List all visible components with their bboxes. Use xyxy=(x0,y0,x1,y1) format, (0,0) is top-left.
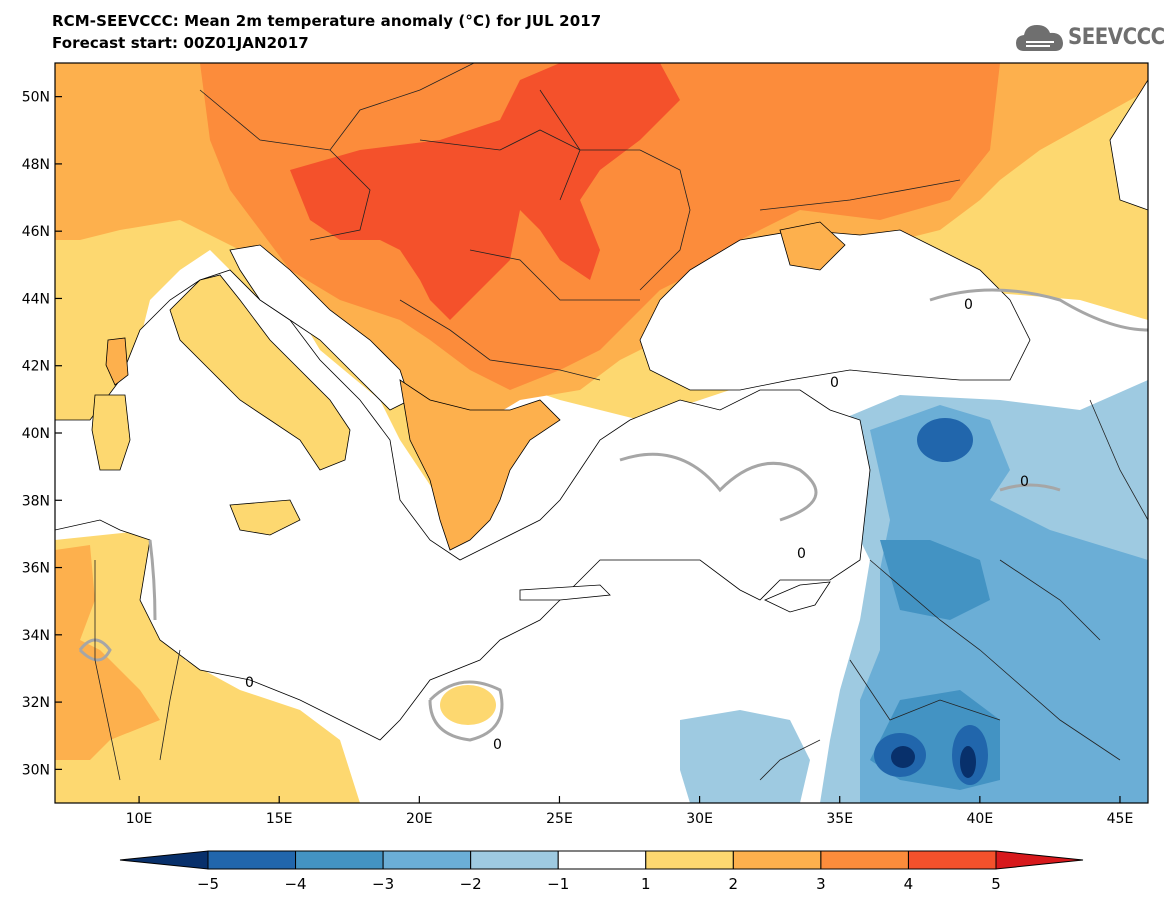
lat-tick-label: 38N xyxy=(22,493,50,509)
anomaly-band-plus4 xyxy=(290,63,680,320)
crimea-land xyxy=(779,221,846,271)
latitude-axis: 50N 48N 46N 44N 42N 40N 38N 36N 34N 32N 30N xyxy=(22,90,62,778)
colorbar-segment xyxy=(470,850,559,870)
cloud-icon xyxy=(1016,25,1063,51)
zero-contour-layer xyxy=(78,288,1148,742)
colorbar-extend-high xyxy=(995,850,1084,870)
anomaly-patch-libya xyxy=(440,685,496,725)
anomaly-patch-minus5-b xyxy=(960,746,976,778)
lon-tick-label: 10E xyxy=(126,811,153,827)
caspian-sea xyxy=(1109,79,1148,211)
zero-contour-labels: 0 0 0 0 0 0 xyxy=(245,297,1029,753)
colorbar-label: 3 xyxy=(816,875,826,893)
adriatic-sea xyxy=(229,244,411,411)
colorbar-extend-low xyxy=(119,850,209,870)
longitude-axis: 10E 15E 20E 25E 30E 35E 40E 45E xyxy=(126,796,1134,827)
anomaly-fill-layer xyxy=(55,63,1148,803)
colorbar-label: −2 xyxy=(460,875,482,893)
zero-contour-line xyxy=(619,452,818,522)
lat-tick-label: 44N xyxy=(22,291,50,307)
contour-label: 0 xyxy=(964,297,973,313)
lon-tick-label: 30E xyxy=(686,811,713,827)
anomaly-band-egypt xyxy=(680,710,810,803)
anomaly-band-africa xyxy=(55,530,360,803)
lat-tick-label: 48N xyxy=(22,157,50,173)
sardinia-land xyxy=(91,394,131,471)
contour-label: 0 xyxy=(797,546,806,562)
lon-tick-label: 15E xyxy=(266,811,293,827)
cyprus-land xyxy=(764,581,831,613)
lon-tick-label: 40E xyxy=(967,811,994,827)
colorbar-segment xyxy=(820,850,909,870)
contour-label: 0 xyxy=(245,675,254,691)
colorbar-label: 2 xyxy=(729,875,739,893)
zero-contour-line xyxy=(428,680,504,742)
seevccc-logo: SEEVCCC xyxy=(1014,18,1165,58)
colorbar-segment xyxy=(557,850,647,870)
colorbar-segment xyxy=(732,850,822,870)
colorbar-label: −4 xyxy=(284,875,306,893)
contour-label: 0 xyxy=(493,737,502,753)
anomaly-band-plus3 xyxy=(200,63,1000,390)
map-title: RCM-SEEVCCC: Mean 2m temperature anomaly… xyxy=(52,12,602,30)
greece-land xyxy=(399,379,561,551)
colorbar-segment xyxy=(907,850,997,870)
colorbar-segment xyxy=(382,850,472,870)
anomaly-band-africa-2 xyxy=(55,545,160,760)
lat-tick-label: 46N xyxy=(22,224,50,240)
anomaly-patch-minus5-a xyxy=(891,746,915,768)
lat-tick-label: 36N xyxy=(22,561,50,577)
colorbar-label: −3 xyxy=(372,875,394,893)
crete-land xyxy=(519,584,611,601)
logo-text: SEEVCCC xyxy=(1068,25,1165,50)
colorbar-segment xyxy=(295,850,384,870)
zero-contour-line xyxy=(999,483,1061,492)
forecast-start-label: Forecast start: 00Z01JAN2017 xyxy=(52,34,309,52)
colorbar: −5 −4 −3 −2 −1 1 2 3 4 5 xyxy=(119,850,1084,893)
anomaly-patch-minus4-a xyxy=(917,418,973,462)
lon-tick-label: 20E xyxy=(406,811,433,827)
lat-tick-label: 40N xyxy=(22,426,50,442)
lat-tick-label: 30N xyxy=(22,762,50,778)
lon-tick-label: 45E xyxy=(1107,811,1134,827)
colorbar-label: −1 xyxy=(547,875,569,893)
zero-contour-line xyxy=(78,638,112,662)
colorbar-label: −5 xyxy=(197,875,219,893)
zero-contour-line xyxy=(929,288,1148,332)
colorbar-label: 1 xyxy=(641,875,651,893)
contour-label: 0 xyxy=(830,375,839,391)
colorbar-label: 4 xyxy=(904,875,914,893)
sicily-land xyxy=(229,499,301,536)
lat-tick-label: 32N xyxy=(22,695,50,711)
country-borders xyxy=(94,63,1148,781)
lat-tick-label: 34N xyxy=(22,628,50,644)
zero-contour-line xyxy=(148,539,157,621)
lat-tick-label: 42N xyxy=(22,359,50,375)
colorbar-segment xyxy=(645,850,734,870)
lon-tick-label: 25E xyxy=(546,811,573,827)
colorbar-segment xyxy=(207,850,297,870)
colorbar-label: 5 xyxy=(991,875,1001,893)
black-sea xyxy=(639,229,1031,391)
lon-tick-label: 35E xyxy=(826,811,853,827)
contour-label: 0 xyxy=(1020,474,1029,490)
corsica-land xyxy=(105,337,129,386)
lat-tick-label: 50N xyxy=(22,90,50,106)
italy-land xyxy=(169,274,351,471)
